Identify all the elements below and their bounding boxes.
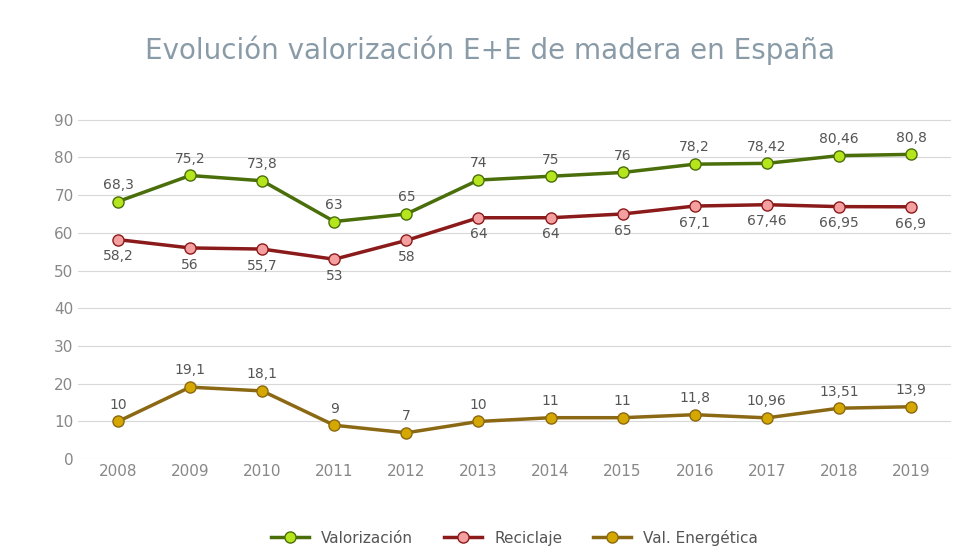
Text: 66,9: 66,9	[896, 217, 926, 231]
Valorización	[401, 211, 413, 217]
Valorización	[616, 169, 628, 176]
Val. Energética	[616, 414, 628, 421]
Text: 10: 10	[109, 398, 126, 412]
Text: 19,1: 19,1	[174, 363, 206, 377]
Line: Reciclaje: Reciclaje	[118, 205, 911, 259]
Line: Val. Energética: Val. Energética	[118, 387, 911, 433]
Text: 65: 65	[398, 190, 416, 204]
Valorización	[328, 218, 340, 225]
Text: 58,2: 58,2	[103, 249, 133, 263]
Text: 9: 9	[330, 402, 339, 416]
Text: Evolución valorización E+E de madera en España: Evolución valorización E+E de madera en …	[145, 36, 835, 65]
Text: 7: 7	[402, 409, 411, 423]
Text: 11: 11	[542, 394, 560, 408]
Text: 55,7: 55,7	[247, 259, 277, 273]
Valorización	[689, 161, 701, 167]
Valorización	[184, 172, 196, 179]
Val. Energética	[257, 388, 269, 394]
Text: 80,8: 80,8	[896, 130, 926, 144]
Text: 58: 58	[398, 250, 416, 264]
Text: 56: 56	[181, 258, 199, 272]
Reciclaje	[401, 237, 413, 244]
Valorización	[545, 173, 557, 180]
Reciclaje	[760, 202, 772, 208]
Valorización	[472, 176, 484, 183]
Valorización	[760, 160, 772, 167]
Val. Energética	[328, 422, 340, 428]
Text: 64: 64	[469, 227, 487, 241]
Valorización	[257, 178, 269, 184]
Reciclaje	[184, 245, 196, 251]
Val. Energética	[184, 384, 196, 390]
Text: 68,3: 68,3	[103, 178, 133, 192]
Valorización	[906, 151, 917, 158]
Reciclaje	[906, 203, 917, 210]
Reciclaje	[328, 256, 340, 263]
Reciclaje	[833, 203, 845, 210]
Text: 66,95: 66,95	[819, 216, 858, 230]
Reciclaje	[112, 236, 123, 243]
Text: 73,8: 73,8	[247, 157, 277, 171]
Text: 10,96: 10,96	[747, 394, 787, 408]
Text: 75,2: 75,2	[174, 152, 206, 166]
Valorización	[833, 152, 845, 159]
Text: 74: 74	[469, 156, 487, 170]
Line: Valorización: Valorización	[118, 155, 911, 222]
Val. Energética	[545, 414, 557, 421]
Legend: Valorización, Reciclaje, Val. Energética: Valorización, Reciclaje, Val. Energética	[265, 524, 764, 552]
Reciclaje	[689, 203, 701, 209]
Text: 67,46: 67,46	[747, 214, 787, 228]
Valorización	[112, 198, 123, 205]
Reciclaje	[616, 211, 628, 217]
Val. Energética	[833, 405, 845, 412]
Text: 78,42: 78,42	[747, 139, 787, 153]
Val. Energética	[689, 412, 701, 418]
Text: 10: 10	[469, 398, 487, 412]
Text: 64: 64	[542, 227, 560, 241]
Text: 63: 63	[325, 198, 343, 212]
Text: 53: 53	[325, 269, 343, 283]
Text: 18,1: 18,1	[247, 367, 277, 381]
Val. Energética	[760, 414, 772, 421]
Text: 67,1: 67,1	[679, 216, 710, 230]
Val. Energética	[401, 430, 413, 436]
Val. Energética	[112, 418, 123, 425]
Text: 75: 75	[542, 152, 560, 166]
Val. Energética	[472, 418, 484, 425]
Reciclaje	[545, 214, 557, 221]
Text: 13,51: 13,51	[819, 385, 858, 399]
Val. Energética	[906, 403, 917, 410]
Text: 11: 11	[613, 394, 631, 408]
Reciclaje	[257, 246, 269, 253]
Text: 11,8: 11,8	[679, 391, 710, 405]
Text: 80,46: 80,46	[819, 132, 858, 146]
Text: 76: 76	[613, 149, 631, 163]
Reciclaje	[472, 214, 484, 221]
Text: 65: 65	[613, 223, 631, 237]
Text: 13,9: 13,9	[896, 383, 926, 397]
Text: 78,2: 78,2	[679, 141, 710, 155]
